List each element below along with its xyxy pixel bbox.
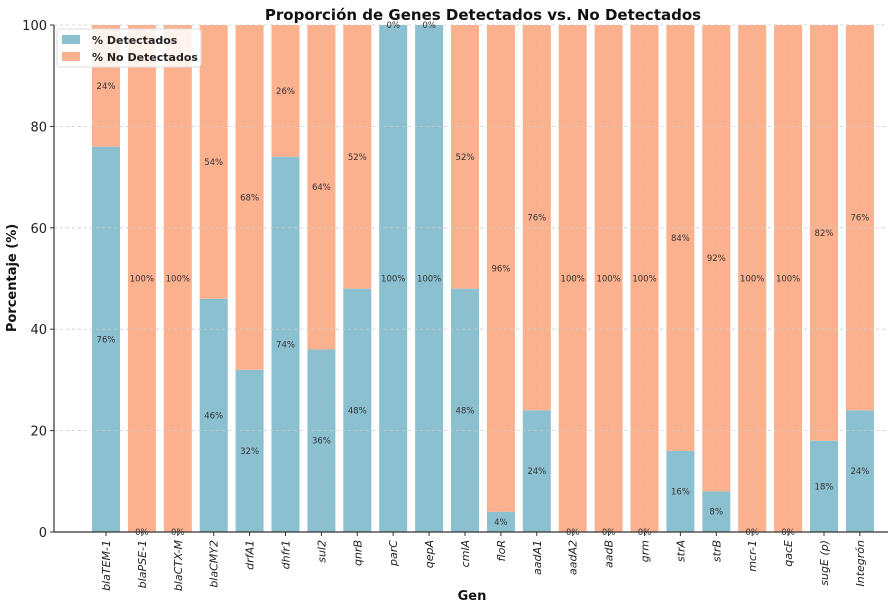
x-tick-label: qacE — [782, 540, 795, 567]
bar-no-detectados — [594, 25, 623, 532]
legend: % Detectados % No Detectados — [56, 28, 202, 68]
data-label-no-detectados: 100% — [776, 275, 800, 285]
data-label-no-detectados: 100% — [740, 275, 764, 285]
x-tick-label: blaTEM-1 — [100, 540, 113, 591]
x-tick-label: strA — [674, 540, 687, 562]
x-tick-label: blaCMY2 — [208, 540, 221, 588]
data-label-no-detectados: 68% — [240, 193, 259, 203]
bar-no-detectados — [235, 25, 264, 370]
bar-no-detectados — [127, 25, 156, 532]
y-tick-label: 80 — [30, 120, 47, 135]
data-label-detectados: 36% — [312, 437, 331, 447]
data-label-no-detectados: 52% — [456, 153, 475, 163]
bar-no-detectados — [630, 25, 659, 532]
data-label-no-detectados: 100% — [561, 275, 585, 285]
axes — [50, 24, 888, 536]
legend-label-detectados: % Detectados — [92, 34, 178, 47]
y-axis-label: Porcentaje (%) — [5, 224, 20, 332]
data-label-detectados: 18% — [815, 482, 834, 492]
legend-box — [56, 28, 202, 68]
x-tick-label: qnrB — [351, 540, 364, 566]
data-label-detectados: 100% — [381, 275, 405, 285]
y-tick-labels: 0 20 40 60 80 100 — [22, 19, 47, 541]
x-tick-label: aadA2 — [567, 540, 580, 575]
x-tick-label: mcr-1 — [746, 540, 759, 572]
legend-swatch-detectados — [62, 35, 80, 44]
x-tick-label: qepA — [423, 540, 436, 568]
x-tick-label: Integrón — [854, 540, 867, 587]
data-label-no-detectados: 54% — [204, 158, 223, 168]
bar-detectados — [271, 156, 300, 532]
x-tick-label: blaCTX-M — [172, 539, 185, 591]
x-tick-label: blaPSE-1 — [136, 540, 149, 588]
x-tick-label: grm — [639, 540, 652, 562]
x-tick-label: cmlA — [459, 540, 472, 567]
data-label-no-detectados: 84% — [671, 234, 690, 244]
x-tick-labels: blaTEM-1 blaPSE-1 blaCTX-M blaCMY2 drfA1 dhfr… — [100, 539, 867, 591]
data-label-detectados: 32% — [240, 447, 259, 457]
bar-no-detectados — [774, 25, 803, 532]
x-tick-label: dhfr1 — [280, 540, 293, 569]
data-label-detectados: 24% — [850, 467, 869, 477]
data-label-detectados: 8% — [710, 508, 724, 518]
data-label-detectados: 24% — [527, 467, 546, 477]
data-label-no-detectados: 0% — [422, 21, 436, 31]
bar-detectados — [415, 25, 444, 532]
data-label-detectados: 48% — [456, 406, 475, 416]
x-tick-label: sul2 — [315, 540, 328, 563]
data-label-no-detectados: 76% — [850, 214, 869, 224]
y-tick-label: 100 — [22, 19, 47, 34]
data-label-no-detectados: 24% — [97, 82, 116, 92]
bar-no-detectados — [702, 25, 731, 492]
data-label-detectados: 16% — [671, 487, 690, 497]
bar-detectados — [379, 25, 408, 532]
x-tick-label: strB — [710, 540, 723, 562]
bar-no-detectados — [163, 25, 192, 532]
data-label-no-detectados: 100% — [130, 275, 154, 285]
y-tick-label: 60 — [30, 222, 47, 237]
bar-no-detectados — [738, 25, 767, 532]
y-tick-label: 40 — [30, 323, 47, 338]
x-tick-label: floR — [495, 540, 508, 561]
data-label-no-detectados: 76% — [527, 214, 546, 224]
data-label-no-detectados: 82% — [815, 229, 834, 239]
data-label-detectados: 4% — [494, 518, 508, 528]
x-tick-label: drfA1 — [244, 540, 257, 570]
data-label-detectados: 48% — [348, 406, 367, 416]
bar-no-detectados — [558, 25, 587, 532]
x-tick-label: aadB — [603, 540, 616, 568]
data-label-no-detectados: 0% — [386, 21, 400, 31]
data-label-no-detectados: 92% — [707, 254, 726, 264]
data-label-no-detectados: 96% — [491, 264, 510, 274]
x-axis-label: Gen — [458, 589, 487, 604]
data-label-no-detectados: 26% — [276, 87, 295, 97]
legend-swatch-no-detectados — [62, 52, 80, 61]
data-label-no-detectados: 100% — [632, 275, 656, 285]
y-tick-label: 0 — [39, 526, 47, 541]
grid — [54, 24, 888, 532]
x-tick-label: aadA1 — [531, 540, 544, 575]
data-label-no-detectados: 52% — [348, 153, 367, 163]
x-tick-label: parC — [387, 540, 400, 567]
data-label-detectados: 74% — [276, 340, 295, 350]
data-label-no-detectados: 100% — [166, 275, 190, 285]
data-label-detectados: 46% — [204, 411, 223, 421]
x-tick-label: sugE (p) — [818, 540, 831, 586]
chart-title: Proporción de Genes Detectados vs. No De… — [265, 6, 701, 24]
legend-label-no-detectados: % No Detectados — [92, 51, 198, 64]
data-label-detectados: 76% — [97, 335, 116, 345]
y-tick-label: 20 — [30, 425, 47, 440]
data-label-detectados: 100% — [417, 275, 441, 285]
data-label-no-detectados: 64% — [312, 183, 331, 193]
data-label-no-detectados: 100% — [596, 275, 620, 285]
